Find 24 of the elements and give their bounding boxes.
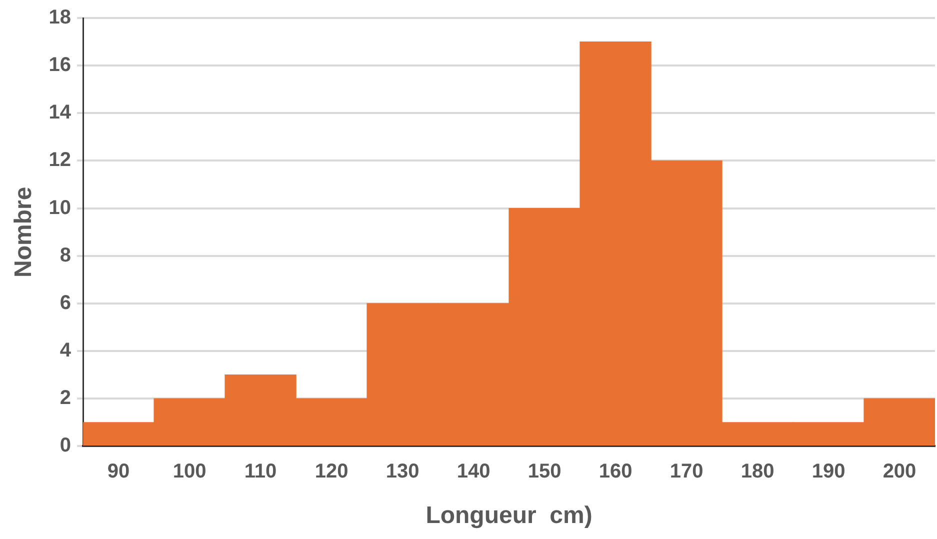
- x-tick-label: 140: [456, 460, 490, 483]
- x-tick-label: 150: [528, 460, 562, 483]
- y-tick-label: 8: [60, 244, 72, 266]
- y-tick-label: 4: [60, 340, 72, 362]
- x-tick-label: 190: [812, 460, 846, 483]
- x-axis-title: Longueur cm): [426, 502, 592, 530]
- y-tick-label: 0: [60, 434, 72, 457]
- y-axis-title: Nombre: [10, 186, 38, 278]
- x-tick-label: 100: [172, 460, 206, 483]
- y-tick-label: 12: [48, 149, 72, 172]
- x-tick-label: 180: [740, 460, 774, 483]
- x-tick-label: 200: [882, 460, 916, 483]
- y-tick-label: 2: [60, 387, 72, 410]
- y-tick-label: 6: [60, 292, 72, 314]
- y-tick-label: 14: [48, 102, 72, 124]
- y-tick-label: 10: [48, 196, 72, 219]
- x-tick-label: 110: [244, 460, 277, 483]
- y-tick-label: 16: [48, 54, 72, 76]
- x-tick-label: 120: [314, 460, 348, 483]
- x-tick-label: 90: [107, 460, 130, 483]
- x-tick-label: 170: [670, 460, 704, 483]
- x-tick-label: 160: [598, 460, 632, 483]
- y-tick-label: 18: [48, 6, 72, 29]
- x-tick-label: 130: [386, 460, 420, 483]
